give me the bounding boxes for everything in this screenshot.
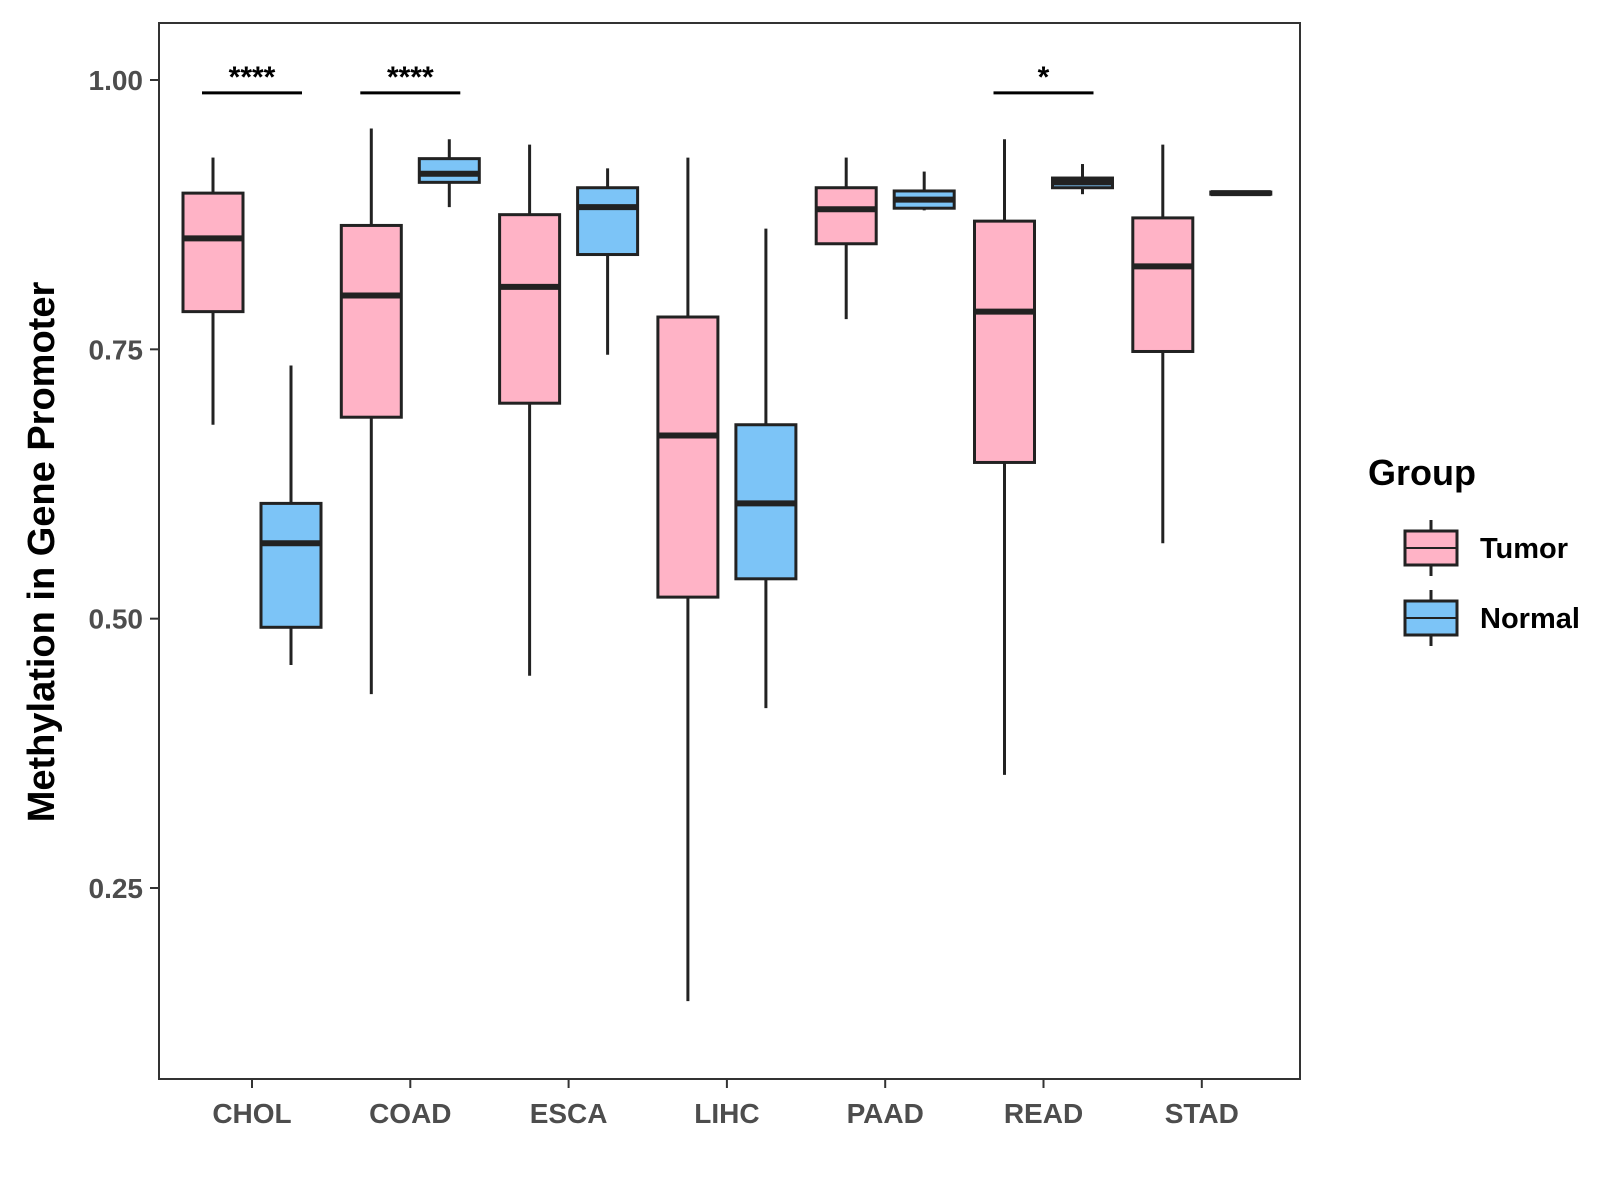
box-iqr [576,186,640,257]
x-tick-label: READ [1004,1098,1083,1129]
box-series [181,128,1273,1002]
x-tick-label: COAD [369,1098,451,1129]
significance-label: **** [387,61,434,94]
box-normal-coad [417,139,481,208]
x-tick-label: CHOL [212,1098,291,1129]
box-iqr [656,315,720,599]
box-iqr [973,219,1036,464]
significance-label: * [1038,61,1050,94]
x-axis: CHOL COAD ESCA LIHC PAAD READ STAD [212,1079,1239,1129]
y-axis: 0.25 0.50 0.75 1.00 [89,65,159,904]
significance-label: **** [229,61,276,94]
x-tick-label: STAD [1165,1098,1239,1129]
box-iqr [417,157,481,184]
box-tumor-esca [498,144,562,676]
legend-label: Tumor [1480,533,1568,565]
significance-annotations: **** **** * [202,61,1094,95]
x-tick-label: LIHC [694,1098,759,1129]
legend: Group Tumor Normal [1368,452,1580,646]
box-iqr [339,223,403,419]
box-tumor-paad [814,157,878,320]
box-iqr [498,213,562,405]
box-iqr [259,501,323,629]
y-tick-label: 0.75 [89,334,144,365]
box-normal-chol [259,365,323,665]
box-tumor-lihc [656,157,720,1002]
y-axis-title: Methylation in Gene Promoter [21,282,63,823]
legend-title: Group [1368,452,1476,493]
box-iqr [814,186,878,246]
box-tumor-read [973,139,1036,775]
box-normal-read [1051,164,1114,195]
box-normal-paad [892,171,956,211]
legend-item-normal: Normal [1403,590,1580,646]
legend-item-tumor: Tumor [1403,520,1568,576]
box-tumor-chol [181,157,245,425]
x-tick-label: ESCA [530,1098,608,1129]
box-tumor-coad [339,128,403,695]
box-normal-esca [576,168,640,355]
plot-panel-border [158,22,1301,1080]
box-normal-stad [1209,190,1273,197]
y-tick-label: 0.25 [89,873,144,904]
box-tumor-stad [1131,144,1195,544]
y-tick-label: 1.00 [89,65,144,96]
box-iqr [1131,216,1195,353]
box-iqr [181,191,245,314]
y-tick-label: 0.50 [89,604,144,635]
x-tick-label: PAAD [847,1098,924,1129]
box-normal-lihc [734,228,798,709]
legend-label: Normal [1480,603,1580,635]
